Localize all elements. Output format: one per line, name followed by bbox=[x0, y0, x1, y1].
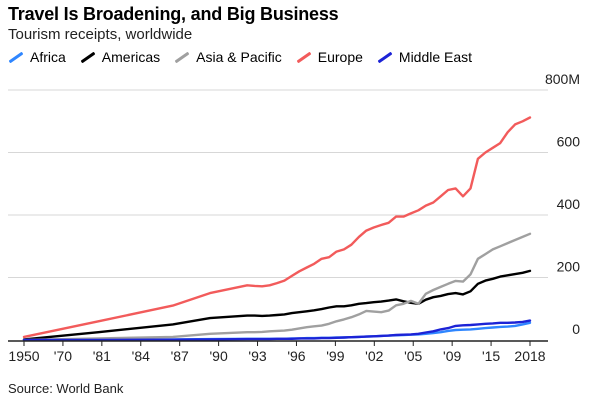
x-tick-label: '84 bbox=[132, 348, 150, 364]
legend-label-europe: Europe bbox=[317, 49, 363, 65]
legend-item-europe[interactable]: Europe bbox=[296, 49, 363, 65]
x-tick-label: '93 bbox=[248, 348, 266, 364]
x-tick-label: '15 bbox=[482, 348, 500, 364]
x-tick-label: 2018 bbox=[514, 348, 545, 364]
series-line-middle-east bbox=[22, 319, 532, 342]
x-tick-label: '87 bbox=[171, 348, 189, 364]
x-tick-label: '96 bbox=[287, 348, 305, 364]
legend-item-asia-pacific[interactable]: Asia & Pacific bbox=[174, 49, 282, 65]
series-line-europe bbox=[22, 116, 532, 339]
series-line-americas bbox=[22, 269, 532, 341]
series-line-asia-pacific bbox=[22, 232, 532, 342]
x-tick-label: '70 bbox=[54, 348, 72, 364]
legend-label-asia-pacific: Asia & Pacific bbox=[196, 49, 282, 65]
legend-label-middle-east: Middle East bbox=[398, 49, 473, 65]
x-tick-label: '09 bbox=[443, 348, 461, 364]
legend-item-middle-east[interactable]: Middle East bbox=[377, 49, 472, 65]
y-tick-label: 0 bbox=[572, 321, 580, 337]
y-tick-label: 800M bbox=[545, 71, 580, 87]
x-tick-label: '90 bbox=[209, 348, 227, 364]
legend-item-africa[interactable]: Africa bbox=[8, 49, 66, 65]
x-tick-label: '05 bbox=[404, 348, 422, 364]
legend: Africa Americas Asia & Pacific Europe Mi… bbox=[8, 49, 472, 65]
source-note: Source: World Bank bbox=[8, 381, 124, 396]
x-tick-label: '02 bbox=[365, 348, 383, 364]
y-tick-label: 600 bbox=[557, 134, 581, 150]
legend-item-americas[interactable]: Americas bbox=[80, 49, 160, 65]
x-tick-label: 1950 bbox=[8, 348, 39, 364]
x-tick-label: '81 bbox=[93, 348, 111, 364]
y-tick-label: 400 bbox=[557, 196, 581, 212]
legend-label-africa: Africa bbox=[30, 49, 66, 65]
y-tick-label: 200 bbox=[557, 259, 581, 275]
x-tick-label: '99 bbox=[326, 348, 344, 364]
legend-label-americas: Americas bbox=[101, 49, 161, 65]
chart-title: Travel Is Broadening, and Big Business bbox=[8, 4, 339, 24]
chart-subtitle: Tourism receipts, worldwide bbox=[8, 26, 193, 43]
